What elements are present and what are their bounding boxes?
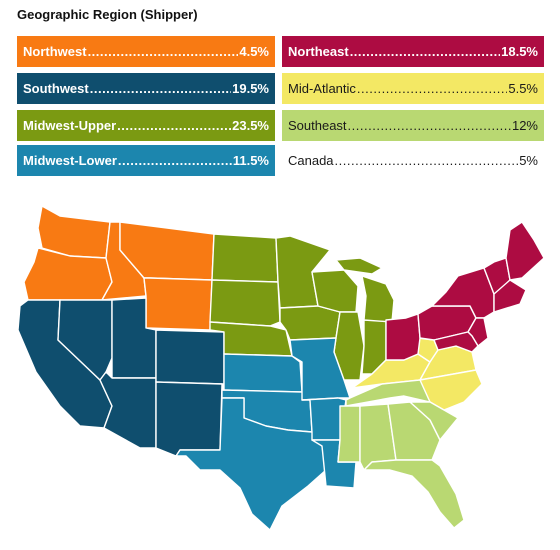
state-maine [505,221,545,281]
state-massachusetts-ct-ri [493,279,527,313]
us-region-map [17,205,545,531]
region-southwest [17,297,225,457]
state-michigan [361,275,395,323]
legend-northwest-label: Northwest [23,44,87,59]
region-northeast [385,221,545,361]
legend-southeast: Southeast 12% [282,110,544,141]
state-new-mexico [155,381,223,457]
state-missouri [289,337,351,401]
legend-midwest-upper-value: 23.5% [232,118,269,133]
state-ohio [385,313,421,361]
state-delaware-maryland [433,331,479,353]
legend-canada: Canada 5% [282,145,544,176]
state-arizona [99,371,157,449]
chart-title: Geographic Region (Shipper) [17,7,198,22]
legend-northeast: Northeast 18.5% [282,36,544,67]
legend-southwest: Southwest 19.5% [17,73,275,104]
legend-southwest-label: Southwest [23,81,89,96]
legend-canada-value: 5% [519,153,538,168]
region-midwest-upper [209,233,395,381]
legend-southwest-value: 19.5% [232,81,269,96]
state-texas [175,397,327,531]
legend-southeast-label: Southeast [288,118,347,133]
region-northwest [23,205,215,331]
legend-northwest-value: 4.5% [239,44,269,59]
legend-northeast-label: Northeast [288,44,349,59]
legend-midwest-upper-label: Midwest-Upper [23,118,117,133]
state-florida [363,459,465,529]
state-kansas [223,353,303,393]
state-mississippi [337,405,361,463]
state-colorado [155,329,225,385]
legend-midwest-lower-value: 11.5% [232,153,269,168]
state-michigan-up [335,257,383,275]
legend-southeast-value: 12% [511,118,538,133]
legend-midwest-lower: Midwest-Lower 11.5% [17,145,275,176]
legend-mid-atlantic-label: Mid-Atlantic [288,81,356,96]
state-north-dakota [211,233,279,283]
state-south-dakota [209,279,281,327]
legend-northeast-value: 18.5% [501,44,538,59]
legend-midwest-upper: Midwest-Upper 23.5% [17,110,275,141]
state-wisconsin [311,269,359,313]
legend-mid-atlantic: Mid-Atlantic 5.5% [282,73,544,104]
legend-canada-label: Canada [288,153,334,168]
state-iowa [279,305,341,341]
legend-midwest-lower-label: Midwest-Lower [23,153,117,168]
legend-northwest: Northwest 4.5% [17,36,275,67]
legend-mid-atlantic-value: 5.5% [508,81,538,96]
state-wyoming [143,277,213,331]
region-midwest-lower [175,337,357,531]
region-southeast [337,379,465,529]
state-south-carolina [409,401,459,441]
